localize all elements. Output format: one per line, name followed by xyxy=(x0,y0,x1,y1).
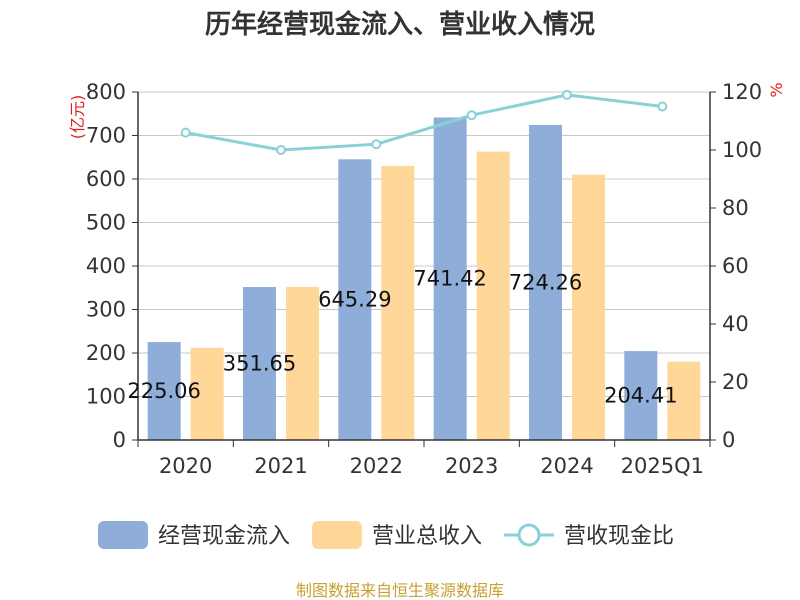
bar xyxy=(243,287,276,440)
bar xyxy=(529,124,562,440)
y-left-tick-label: 600 xyxy=(86,167,126,191)
bars xyxy=(147,117,701,441)
bar xyxy=(338,159,372,441)
x-tick-label: 2024 xyxy=(540,454,593,478)
legend-swatch xyxy=(98,521,148,549)
x-tick-label: 2022 xyxy=(350,454,403,478)
source-note: 制图数据来自恒生聚源数据库 xyxy=(296,581,504,600)
line-point xyxy=(657,101,668,112)
y-left-unit-label: (亿元) xyxy=(68,95,87,140)
legend-swatch-marker xyxy=(517,523,541,547)
line-point xyxy=(466,110,477,121)
y-left-tick-label: 800 xyxy=(86,80,126,104)
x-tick-label: 2020 xyxy=(159,454,212,478)
bar xyxy=(381,165,415,440)
bar xyxy=(147,342,181,440)
gridlines xyxy=(138,91,710,397)
line-path xyxy=(185,93,663,152)
y-left-tick-label: 300 xyxy=(86,298,126,322)
line-point xyxy=(180,127,191,138)
chart-title: 历年经营现金流入、营业收入情况 xyxy=(205,9,595,40)
x-tick-label: 2023 xyxy=(445,454,498,478)
bar xyxy=(190,347,224,440)
y-left-tick-label: 500 xyxy=(86,211,126,235)
y-right-unit-label: % xyxy=(767,82,786,97)
y-left-tick-label: 400 xyxy=(86,254,126,278)
bar xyxy=(572,174,605,440)
legend-label: 经营现金流入 xyxy=(158,524,290,549)
y-left-tick-label: 700 xyxy=(86,124,126,148)
bar-data-label: 204.41 xyxy=(604,384,677,408)
y-left-tick-label: 100 xyxy=(86,385,126,409)
line-point xyxy=(276,145,286,155)
line-point xyxy=(371,139,382,150)
bar xyxy=(476,151,510,440)
bar-data-label: 724.26 xyxy=(509,270,582,294)
y-right-tick-label: 40 xyxy=(722,312,749,336)
bar xyxy=(667,361,701,440)
y-right-tick-label: 120 xyxy=(722,80,762,104)
bar-data-label: 645.29 xyxy=(318,288,391,312)
x-tick-label: 2021 xyxy=(254,454,307,478)
line-point xyxy=(562,89,572,100)
y-right-tick-label: 100 xyxy=(722,138,762,162)
y-left-tick-label: 0 xyxy=(113,428,126,452)
bar-data-label: 225.06 xyxy=(127,379,200,403)
line-series xyxy=(180,89,668,155)
bar xyxy=(624,351,658,440)
legend-swatch xyxy=(312,521,363,549)
bar xyxy=(433,117,467,440)
y-right-tick-label: 0 xyxy=(722,428,735,452)
x-tick-label: 2025Q1 xyxy=(621,454,704,478)
legend-label: 营业总收入 xyxy=(372,524,482,549)
y-right-tick-label: 60 xyxy=(722,254,749,278)
y-right-tick-label: 20 xyxy=(722,370,749,394)
data-labels: 225.06 351.65 645.29 741.42 724.26 204.41 xyxy=(127,267,677,408)
y-right-tick-label: 80 xyxy=(722,196,749,220)
y-left-tick-label: 200 xyxy=(86,341,126,365)
legend: 经营现金流入 营业总收入 营收现金比 xyxy=(98,521,674,549)
bar-data-label: 351.65 xyxy=(223,352,296,376)
bar-data-label: 741.42 xyxy=(413,267,486,291)
legend-label: 营收现金比 xyxy=(564,524,674,549)
axes: 0 100 200 300 400 500 600 700 800 0 20 40 60 80 100 120… xyxy=(86,80,762,478)
bar xyxy=(286,286,319,440)
